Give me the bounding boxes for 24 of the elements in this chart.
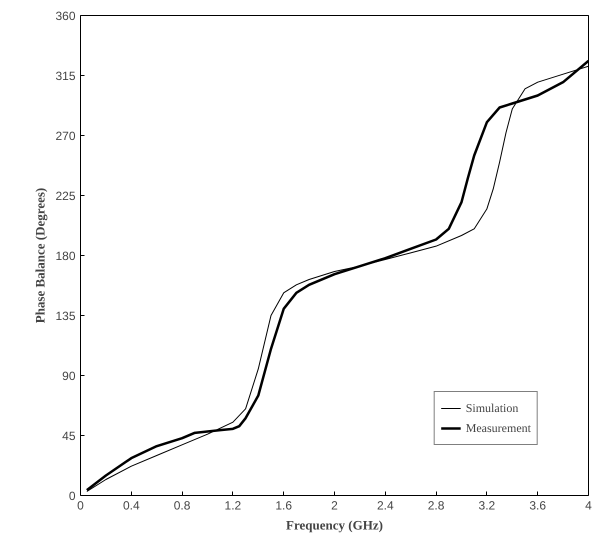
x-tick-label: 2 xyxy=(331,498,338,512)
y-tick-label: 135 xyxy=(55,309,76,323)
x-tick-label: 3.2 xyxy=(478,498,496,512)
y-tick-label: 360 xyxy=(55,9,76,23)
y-tick-label: 180 xyxy=(55,249,76,263)
x-tick-label: 1.6 xyxy=(275,498,292,512)
x-tick-label: 0.4 xyxy=(122,498,140,512)
x-tick-label: 3.6 xyxy=(529,498,546,512)
y-tick-label: 270 xyxy=(55,129,76,143)
y-axis-title: Phase Balance (Degrees) xyxy=(32,188,48,324)
x-axis-title: Frequency (GHz) xyxy=(286,518,383,532)
y-tick-label: 45 xyxy=(62,429,76,443)
legend-label: Measurement xyxy=(466,420,531,436)
y-tick-label: 90 xyxy=(62,369,76,383)
y-tick-label: 225 xyxy=(55,189,76,203)
x-tick-label: 0.8 xyxy=(174,498,191,512)
y-tick-label: 315 xyxy=(55,69,76,83)
x-tick-label: 0 xyxy=(77,498,84,512)
x-tick-label: 2.4 xyxy=(376,498,394,512)
y-tick-label: 0 xyxy=(68,489,76,503)
x-tick-label: 1.2 xyxy=(224,498,242,512)
legend-label: Simulation xyxy=(466,400,518,416)
x-tick-label: 2.8 xyxy=(428,498,445,512)
x-tick-label: 4 xyxy=(585,498,592,512)
